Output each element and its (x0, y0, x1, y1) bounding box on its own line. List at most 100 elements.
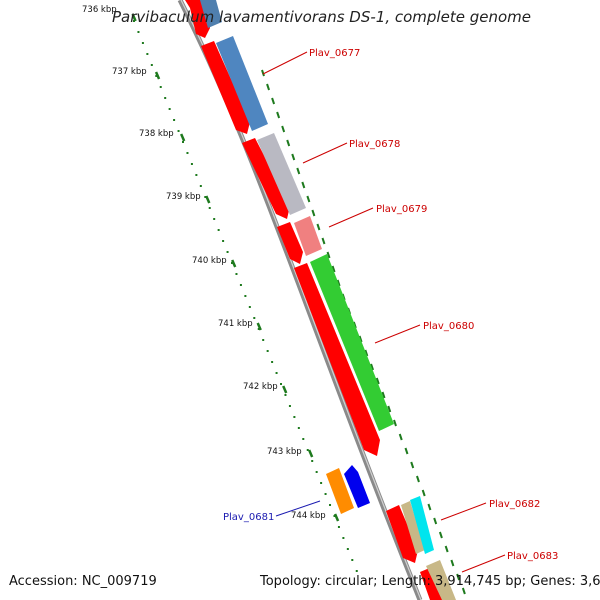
tick-labels: 736 kbp 737 kbp 738 kbp 739 kbp 740 kbp … (82, 5, 326, 521)
track-dash (416, 475, 420, 483)
track-dash (281, 125, 286, 133)
gene-feature[interactable] (277, 222, 303, 264)
leader-plav-0683 (461, 554, 506, 573)
gene-feature-plav-0682-a[interactable] (401, 501, 425, 554)
ruler-dot (248, 306, 251, 308)
track-dash (296, 167, 301, 175)
gene-feature-plav-0679[interactable] (294, 216, 322, 256)
ruler-dot (271, 361, 274, 363)
map-title: Parvibaculum lavamentivorans DS-1, compl… (112, 8, 531, 26)
gene-feature-plav-0680[interactable] (310, 254, 394, 431)
gene-label-plav-0683[interactable]: Plav_0683 (507, 551, 558, 562)
ruler-dot (173, 119, 176, 121)
gene-feature-plav-0682-b[interactable] (410, 496, 434, 554)
gene-feature-plav-0678[interactable] (257, 133, 306, 215)
ruler-dot (182, 141, 185, 143)
track-dash (266, 83, 270, 91)
ruler-dot (257, 328, 260, 330)
track-dash (433, 517, 438, 525)
track-dash (398, 433, 403, 441)
ruler-dot (235, 273, 238, 275)
gene-label-plav-0679[interactable]: Plav_0679 (376, 204, 427, 215)
track-dash (427, 503, 432, 511)
track-dash (404, 447, 409, 455)
gene-feature-plav-0681-a[interactable] (326, 468, 354, 514)
ruler-dot (199, 185, 202, 187)
ruler-dot (302, 438, 305, 440)
ruler-dot (244, 295, 247, 297)
track-dash (306, 195, 311, 203)
ruler-dot (213, 218, 216, 220)
track-dash (286, 139, 291, 147)
track-dash (291, 153, 296, 161)
tick-label-736: 736 kbp (82, 5, 117, 15)
ruler-dot (217, 229, 220, 231)
ruler-dot (231, 262, 234, 264)
tick-label-738: 738 kbp (139, 129, 174, 139)
ruler-dot (155, 75, 158, 77)
ruler-dot (329, 504, 332, 506)
ruler-dot (141, 42, 144, 44)
gene-label-plav-0680[interactable]: Plav_0680 (423, 321, 474, 332)
gene-label-plav-0682[interactable]: Plav_0682 (489, 499, 540, 510)
ruler-dot (346, 548, 349, 550)
ruler-tick (282, 385, 288, 394)
track-dash (461, 587, 466, 595)
track-dash (375, 377, 380, 385)
gene-feature-plav-0676[interactable] (200, 0, 222, 28)
ruler-dot (342, 537, 345, 539)
gene-feature-plav-0677[interactable] (216, 36, 268, 131)
ruler-dot (306, 449, 309, 451)
ruler-dot (186, 152, 189, 154)
track-dash (261, 69, 265, 77)
track-dash (370, 363, 374, 371)
leader-lines (262, 51, 506, 573)
ruler-dot (204, 196, 207, 198)
ruler-dot (351, 559, 354, 561)
dotted-ruler (133, 20, 358, 572)
gene-labels: Plav_0677 Plav_0678 Plav_0679 Plav_0680 … (223, 48, 558, 562)
ruler-dot (150, 64, 153, 66)
leader-plav-0681 (275, 500, 321, 517)
track-dash (381, 391, 386, 399)
gene-feature-plav-0681-b[interactable] (344, 465, 370, 508)
ruler-tick (154, 71, 161, 80)
ruler-dot (177, 130, 180, 132)
tick-label-743: 743 kbp (267, 447, 302, 457)
ruler-dot (222, 240, 225, 242)
ruler-dot (262, 339, 265, 341)
ruler-dot (324, 493, 327, 495)
gene-feature[interactable] (201, 41, 250, 134)
tick-label-742: 742 kbp (243, 382, 278, 392)
gene-label-plav-0677[interactable]: Plav_0677 (309, 48, 360, 59)
gene-label-plav-0678[interactable]: Plav_0678 (349, 139, 400, 150)
gene-feature[interactable] (242, 138, 290, 219)
ruler-dot (320, 482, 323, 484)
track-dash (387, 405, 392, 413)
leader-plav-0678 (302, 142, 348, 164)
features-inner-red (185, 0, 445, 600)
leader-plav-0677 (262, 51, 308, 75)
ruler-dot (284, 394, 287, 396)
ruler-dot (311, 460, 314, 462)
ruler-dot (333, 515, 336, 517)
tick-label-741: 741 kbp (218, 319, 253, 329)
ruler-dot (266, 350, 269, 352)
ruler-dot (239, 284, 242, 286)
accession-text: Accession: NC_009719 (9, 574, 157, 589)
ruler-dot (315, 471, 318, 473)
ruler-dot (133, 20, 135, 22)
gene-label-plav-0681[interactable]: Plav_0681 (223, 512, 274, 523)
track-dash (393, 419, 397, 427)
gene-feature[interactable] (386, 505, 418, 563)
ruler-tick (333, 513, 340, 522)
ruler-dot (208, 207, 211, 209)
tick-label-739: 739 kbp (166, 192, 201, 202)
track-dash (316, 223, 321, 231)
track-dash (444, 545, 449, 553)
track-dash (438, 531, 443, 539)
gene-feature[interactable] (294, 263, 380, 456)
ruler-dot (190, 163, 193, 165)
ruler-dot (337, 526, 340, 528)
gene-feature-plav-0683[interactable] (426, 560, 456, 600)
